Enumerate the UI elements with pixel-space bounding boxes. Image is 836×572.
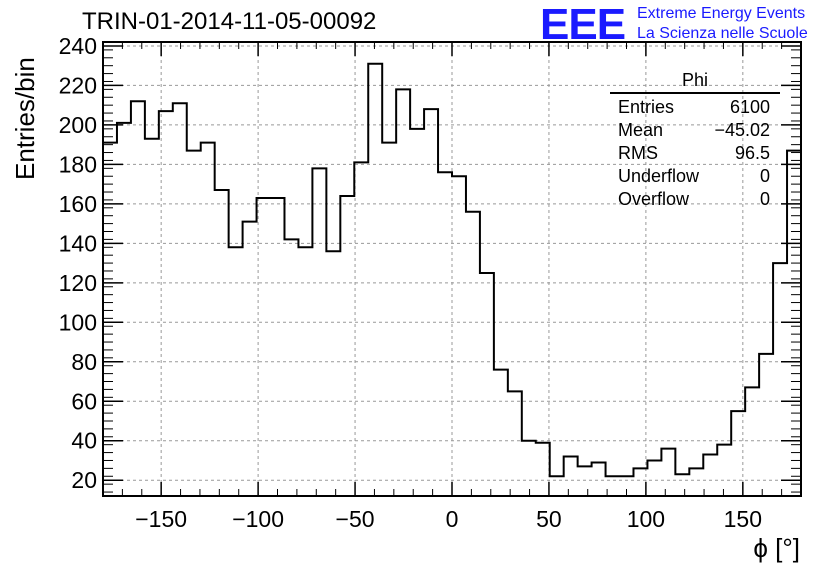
x-tick-label: 50 — [536, 506, 562, 532]
stats-label: Mean — [618, 120, 664, 140]
stats-row: Mean −45.02 — [610, 119, 780, 142]
x-tick-label: 150 — [724, 506, 762, 532]
stats-label: Entries — [618, 97, 675, 117]
stats-row: Underflow 0 — [610, 165, 780, 188]
y-tick-label: 240 — [59, 33, 97, 59]
y-tick-label: 20 — [71, 467, 97, 493]
y-tick-label: 160 — [59, 191, 97, 217]
axis-ticks — [102, 41, 802, 496]
y-tick-label: 40 — [71, 428, 97, 454]
y-tick-label: 80 — [71, 349, 97, 375]
stats-value: −45.02 — [714, 120, 770, 140]
stats-value: 0 — [759, 189, 770, 209]
stats-value: 0 — [759, 166, 770, 186]
y-tick-label: 220 — [59, 72, 97, 98]
y-axis-label: Entries/bin — [10, 57, 40, 180]
y-tick-label: 180 — [59, 151, 97, 177]
x-tick-label: −100 — [232, 506, 284, 532]
stats-value: 6100 — [729, 97, 770, 117]
x-tick-label: −150 — [135, 506, 187, 532]
stats-label: Underflow — [618, 166, 700, 186]
logo-line-1: Extreme Energy Events — [637, 5, 806, 22]
x-tick-label: 100 — [627, 506, 665, 532]
eee-logo: EEE — [540, 0, 626, 49]
y-tick-label: 120 — [59, 270, 97, 296]
stats-label: RMS — [618, 143, 658, 163]
stats-row: RMS 96.5 — [610, 142, 780, 165]
y-tick-label: 60 — [71, 388, 97, 414]
axis-tick-labels: −150 −100 −50 0 50 100 150 20 40 60 80 100 120 140 160… — [59, 33, 762, 532]
y-tick-label: 140 — [59, 230, 97, 256]
logo-line-2: La Scienza nelle Scuole — [637, 25, 808, 42]
chart-title: TRIN-01-2014-11-05-00092 — [82, 8, 377, 35]
y-tick-label: 200 — [59, 112, 97, 138]
stats-label: Overflow — [618, 189, 690, 209]
histogram-series — [103, 62, 801, 478]
y-tick-label: 100 — [59, 309, 97, 335]
stats-row: Overflow 0 — [610, 188, 780, 211]
stats-box: Phi Entries 6100 Mean −45.02 RMS 96.5 Un… — [610, 70, 780, 211]
stats-row: Entries 6100 — [610, 96, 780, 119]
stats-value: 96.5 — [734, 143, 770, 163]
stats-box-name: Phi — [610, 70, 780, 94]
x-tick-label: −50 — [336, 506, 375, 532]
x-axis-label: ϕ [°] — [753, 533, 800, 563]
x-tick-label: 0 — [446, 506, 459, 532]
